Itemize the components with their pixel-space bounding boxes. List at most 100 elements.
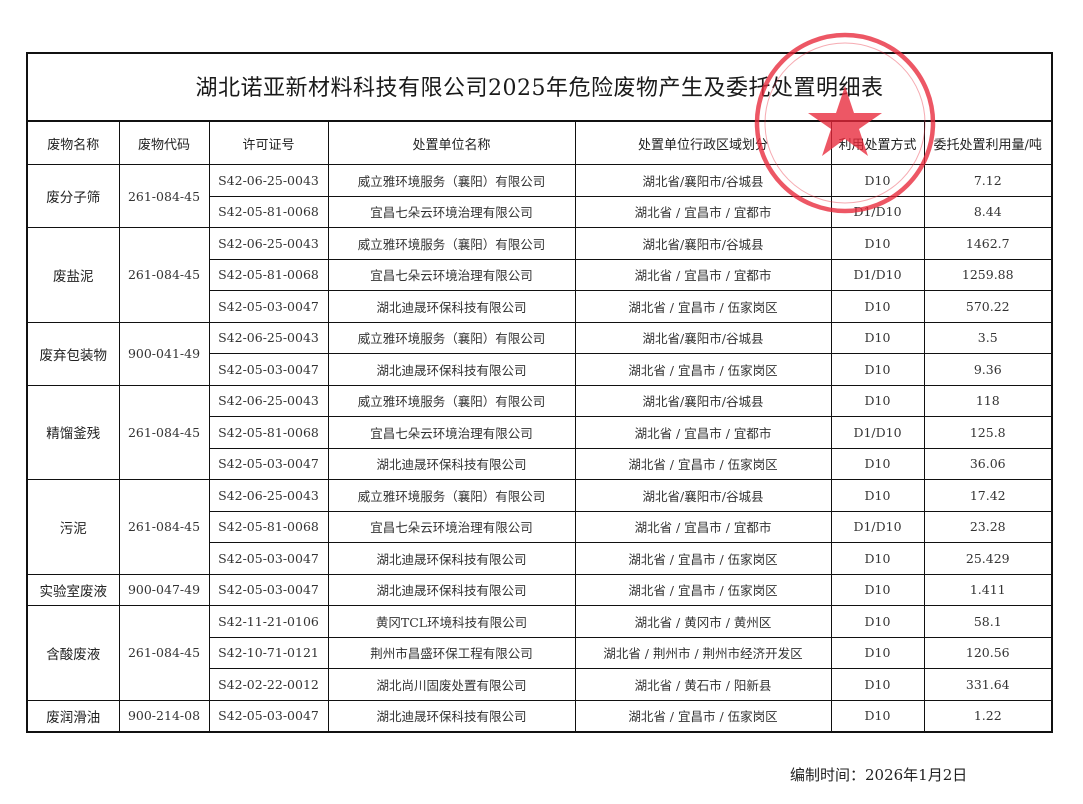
waste-code-cell: 900-041-49 [118, 321, 210, 386]
waste-code-cell: 261-084-45 [118, 384, 210, 480]
disposal-unit-cell: 威立雅环境服务（襄阳）有限公司 [327, 384, 576, 417]
quantity-cell: 1462.7 [923, 227, 1051, 260]
table-row: S42-05-81-0068 宜昌七朵云环境治理有限公司 湖北省 / 宜昌市 / 宜… [28, 258, 1051, 291]
region-cell: 湖北省 / 宜昌市 / 伍家岗区 [574, 353, 832, 386]
quantity-cell: 7.12 [923, 164, 1051, 197]
disposal-method-cell: D10 [830, 290, 925, 323]
waste-name-cell: 含酸废液 [28, 605, 120, 701]
disposal-method-cell: D1/D10 [830, 195, 925, 228]
table-row: 精馏釜残 261-084-45 S42-06-25-0043 威立雅环境服务（襄阳）有… [28, 384, 1051, 480]
disposal-unit-cell: 威立雅环境服务（襄阳）有限公司 [327, 479, 576, 512]
column-header: 委托处置利用量/吨 [923, 122, 1051, 165]
quantity-cell: 23.28 [923, 510, 1051, 543]
region-cell: 湖北省 / 黄冈市 / 黄州区 [574, 605, 832, 638]
table-row: 废润滑油 900-214-08 S42-05-03-0047 湖北迪晟环保科技有限公司… [28, 699, 1051, 731]
waste-name-cell: 废盐泥 [28, 227, 120, 323]
disposal-unit-cell: 荆州市昌盛环保工程有限公司 [327, 636, 576, 669]
quantity-cell: 25.429 [923, 542, 1051, 575]
disposal-unit-cell: 黄冈TCL环境科技有限公司 [327, 605, 576, 638]
region-cell: 湖北省 / 宜昌市 / 宜都市 [574, 416, 832, 449]
permit-number-cell: S42-06-25-0043 [208, 479, 329, 512]
permit-number-cell: S42-05-03-0047 [209, 353, 329, 386]
column-header: 许可证号 [208, 122, 329, 165]
disposal-method-cell: D10 [830, 447, 925, 480]
disposal-method-cell: D10 [830, 384, 925, 417]
waste-code-cell: 261-084-45 [118, 605, 210, 701]
region-cell: 湖北省 / 荆州市 / 荆州市经济开发区 [574, 636, 832, 669]
disposal-method-cell: D10 [830, 479, 925, 512]
quantity-cell: 125.8 [923, 416, 1051, 449]
column-header: 处置单位行政区域划分 [574, 122, 832, 165]
disposal-unit-cell: 宜昌七朵云环境治理有限公司 [327, 416, 576, 449]
waste-code-cell: 261-084-45 [118, 479, 210, 575]
quantity-cell: 118 [923, 384, 1051, 417]
region-cell: 湖北省/襄阳市/谷城县 [574, 227, 832, 260]
column-header: 利用处置方式 [830, 122, 925, 165]
disposal-unit-cell: 湖北迪晟环保科技有限公司 [327, 290, 576, 323]
permit-number-cell: S42-11-21-0106 [208, 605, 329, 638]
document-title: 湖北诺亚新材料科技有限公司2025年危险废物产生及委托处置明细表 [28, 54, 1051, 122]
permit-number-cell: S42-05-81-0068 [209, 195, 329, 228]
waste-code-cell: 900-214-08 [118, 699, 210, 731]
disposal-unit-cell: 威立雅环境服务（襄阳）有限公司 [327, 321, 576, 354]
quantity-cell: 331.64 [923, 668, 1051, 701]
waste-name-cell: 废弃包装物 [28, 321, 120, 386]
quantity-cell: 8.44 [923, 195, 1051, 228]
table-row: S42-02-22-0012 湖北尚川固废处置有限公司 湖北省 / 黄石市 / 阳新… [28, 668, 1051, 701]
table-row: S42-05-81-0068 宜昌七朵云环境治理有限公司 湖北省 / 宜昌市 / 宜… [28, 416, 1051, 449]
quantity-cell: 3.5 [923, 321, 1051, 354]
region-cell: 湖北省 / 宜昌市 / 伍家岗区 [574, 542, 832, 575]
disposal-method-cell: D10 [830, 164, 925, 197]
region-cell: 湖北省 / 宜昌市 / 宜都市 [574, 258, 832, 291]
region-cell: 湖北省 / 宜昌市 / 宜都市 [574, 195, 832, 228]
permit-number-cell: S42-05-81-0068 [209, 510, 329, 543]
permit-number-cell: S42-05-03-0047 [209, 290, 329, 323]
table-row: 污泥 261-084-45 S42-06-25-0043 威立雅环境服务（襄阳）有限公… [28, 479, 1051, 575]
disposal-method-cell: D10 [830, 227, 925, 260]
disposal-method-cell: D10 [830, 321, 925, 354]
quantity-cell: 58.1 [923, 605, 1051, 638]
waste-name-cell: 废分子筛 [28, 164, 120, 228]
permit-number-cell: S42-05-81-0068 [209, 258, 329, 291]
table-row: S42-05-81-0068 宜昌七朵云环境治理有限公司 湖北省 / 宜昌市 / 宜… [28, 510, 1051, 543]
waste-name-cell: 精馏釜残 [28, 384, 120, 480]
compiled-date: 编制时间：2026年1月2日 [790, 766, 968, 784]
region-cell: 湖北省 / 宜昌市 / 伍家岗区 [574, 447, 832, 480]
table-row: 废弃包装物 900-041-49 S42-06-25-0043 威立雅环境服务（襄阳）… [28, 321, 1051, 386]
waste-name-cell: 污泥 [28, 479, 120, 575]
disposal-unit-cell: 湖北迪晟环保科技有限公司 [327, 447, 576, 480]
disposal-method-cell: D10 [830, 573, 925, 606]
quantity-cell: 1.22 [923, 699, 1051, 731]
permit-number-cell: S42-06-25-0043 [208, 164, 329, 197]
quantity-cell: 570.22 [923, 290, 1051, 323]
quantity-cell: 36.06 [923, 447, 1051, 480]
permit-number-cell: S42-06-25-0043 [208, 384, 329, 417]
disposal-unit-cell: 湖北尚川固废处置有限公司 [327, 668, 576, 701]
table-row: S42-05-03-0047 湖北迪晟环保科技有限公司 湖北省 / 宜昌市 / 伍家… [28, 290, 1051, 323]
region-cell: 湖北省/襄阳市/谷城县 [574, 384, 832, 417]
disposal-method-cell: D10 [830, 353, 925, 386]
table-row: S42-05-03-0047 湖北迪晟环保科技有限公司 湖北省 / 宜昌市 / 伍家… [28, 542, 1051, 575]
disposal-unit-cell: 威立雅环境服务（襄阳）有限公司 [327, 227, 576, 260]
quantity-cell: 120.56 [923, 636, 1051, 669]
quantity-cell: 1.411 [923, 573, 1051, 606]
disposal-method-cell: D10 [830, 605, 925, 638]
column-header: 废物名称 [28, 122, 120, 165]
disposal-unit-cell: 宜昌七朵云环境治理有限公司 [327, 510, 576, 543]
permit-number-cell: S42-06-25-0043 [208, 227, 329, 260]
waste-name-cell: 实验室废液 [28, 573, 120, 606]
disposal-unit-cell: 湖北迪晟环保科技有限公司 [327, 353, 576, 386]
quantity-cell: 9.36 [923, 353, 1051, 386]
disposal-method-cell: D1/D10 [830, 258, 925, 291]
region-cell: 湖北省 / 宜昌市 / 宜都市 [574, 510, 832, 543]
waste-code-cell: 261-084-45 [118, 164, 210, 228]
waste-code-cell: 900-047-49 [118, 573, 210, 606]
permit-number-cell: S42-06-25-0043 [208, 321, 329, 354]
table-row: 含酸废液 261-084-45 S42-11-21-0106 黄冈TCL环境科技有限公… [28, 605, 1051, 701]
permit-number-cell: S42-05-81-0068 [209, 416, 329, 449]
disposal-unit-cell: 湖北迪晟环保科技有限公司 [327, 542, 576, 575]
region-cell: 湖北省/襄阳市/谷城县 [574, 321, 832, 354]
column-header: 废物代码 [118, 122, 210, 165]
region-cell: 湖北省 / 宜昌市 / 伍家岗区 [574, 290, 832, 323]
region-cell: 湖北省/襄阳市/谷城县 [574, 479, 832, 512]
